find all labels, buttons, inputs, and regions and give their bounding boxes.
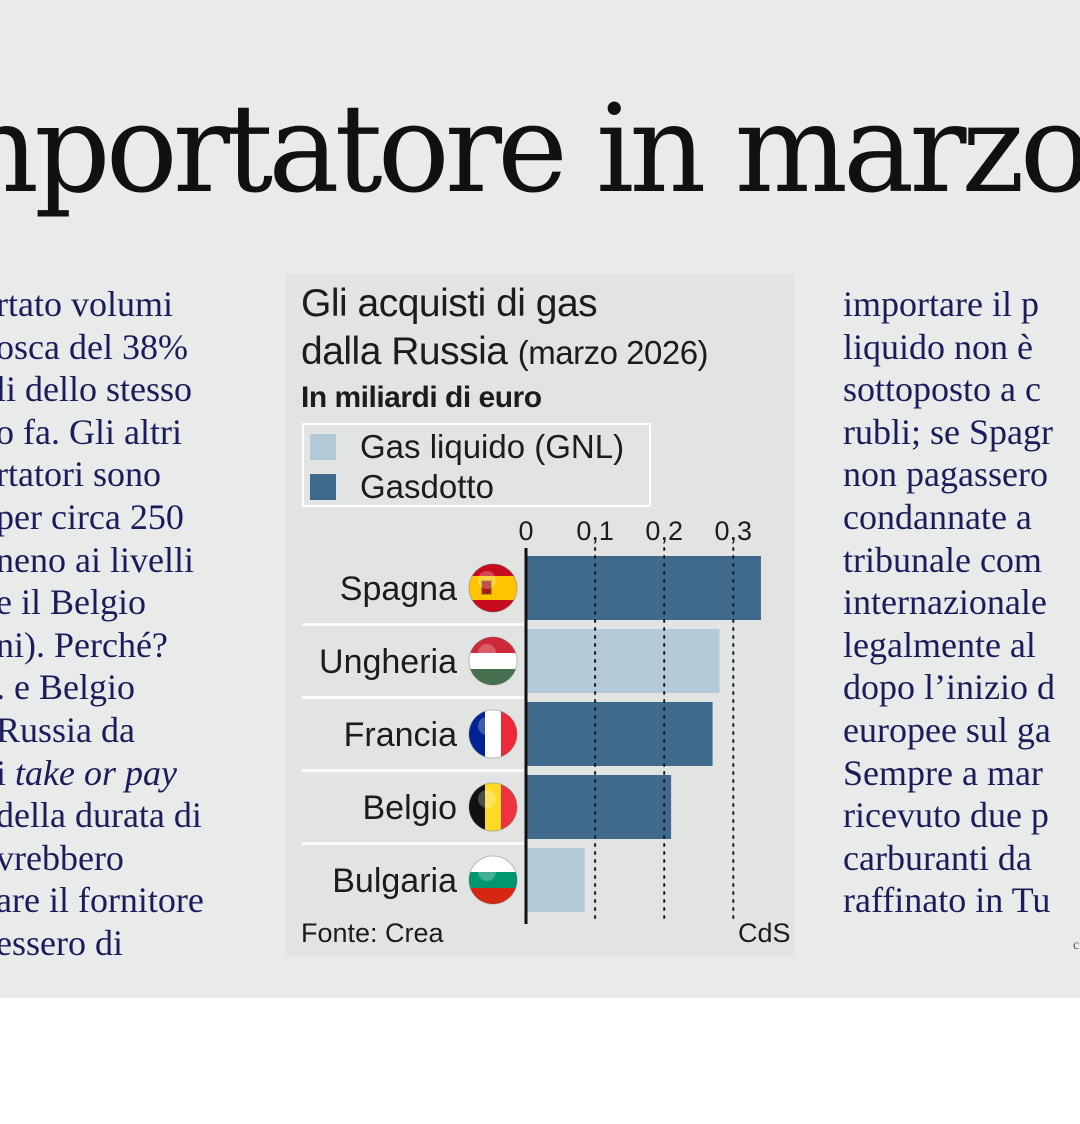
flag-outline bbox=[468, 709, 518, 759]
article-line: . e Belgio bbox=[0, 667, 135, 708]
article-line: rtato volumi bbox=[0, 284, 173, 324]
article-line: rubli; se Spagr bbox=[843, 411, 1053, 452]
chart-title-line2: dalla Russia (marzo 2026) bbox=[301, 328, 709, 377]
article-line: sottoposto a c bbox=[843, 369, 1041, 410]
flag-outline bbox=[468, 782, 518, 832]
flag-outline bbox=[468, 563, 518, 613]
x-tick-label: 0,1 bbox=[576, 516, 614, 546]
article-line: europee sul ga bbox=[843, 709, 1051, 750]
article-line: Russia da bbox=[0, 709, 135, 750]
legend-label-pipeline: Gasdotto bbox=[360, 468, 494, 505]
italic-phrase: take or pay bbox=[15, 752, 177, 793]
country-label: Ungheria bbox=[319, 643, 457, 681]
hungary-flag-icon bbox=[469, 637, 517, 685]
legend-swatch-gnl bbox=[310, 434, 336, 460]
newspaper-page: nportatore in marzo rtato volumi osca del… bbox=[0, 0, 1080, 998]
x-tick-label: 0,3 bbox=[715, 516, 753, 546]
belgium-flag-icon bbox=[469, 783, 517, 831]
headline: nportatore in marzo bbox=[0, 78, 1080, 220]
country-label: Spagna bbox=[340, 570, 457, 608]
bar-spagna bbox=[526, 556, 761, 620]
article-line: o fa. Gli altri bbox=[0, 411, 182, 452]
article-line: ni). Perché? bbox=[0, 624, 168, 665]
flag-gloss bbox=[478, 863, 496, 881]
chart-title: Gli acquisti di gas dalla Russia (marzo … bbox=[301, 280, 709, 377]
legend-label-gnl: Gas liquido (GNL) bbox=[360, 428, 625, 465]
article-line: della durata di bbox=[0, 795, 202, 836]
article-line: dopo l’inizio d bbox=[843, 667, 1055, 708]
country-label: Francia bbox=[344, 716, 457, 754]
left-article-column: rtato volumi osca del 38% li dello stesso o… bbox=[0, 283, 204, 965]
article-line: neno ai livelli bbox=[0, 539, 194, 580]
legend-item-pipeline: Gasdotto bbox=[310, 468, 494, 505]
country-label: Belgio bbox=[362, 789, 457, 827]
article-line: tribunale com bbox=[843, 539, 1042, 580]
france-flag-icon bbox=[469, 710, 517, 758]
article-line: are il fornitore bbox=[0, 880, 204, 921]
article-line: non pagassero bbox=[843, 454, 1048, 495]
flag-gloss bbox=[478, 644, 496, 662]
chart-source: Fonte: Crea bbox=[301, 918, 444, 948]
chart-credit: CdS bbox=[738, 918, 791, 948]
bulgaria-flag-icon bbox=[469, 856, 517, 904]
article-line: vrebbero bbox=[0, 837, 124, 878]
bar-belgio bbox=[526, 775, 672, 839]
article-line: internazionale bbox=[843, 582, 1047, 623]
article-line: Sempre a mar bbox=[843, 752, 1043, 793]
article-line: rtatori sono bbox=[0, 454, 161, 495]
article-line: i take or pay bbox=[0, 752, 177, 793]
article-line: importare il p bbox=[843, 284, 1039, 324]
flag-gloss bbox=[478, 717, 496, 735]
article-line: osca del 38% bbox=[0, 326, 188, 367]
article-line: li dello stesso bbox=[0, 369, 192, 410]
article-line: liquido non è bbox=[843, 326, 1033, 367]
right-article-column: importare il p liquido non è sottoposto a … bbox=[843, 283, 1055, 922]
bar-ungheria bbox=[526, 629, 720, 693]
bar-francia bbox=[526, 702, 713, 766]
chart-legend: Gas liquido (GNL) Gasdotto bbox=[302, 423, 651, 507]
article-line: raffinato in Tu bbox=[843, 880, 1051, 921]
legend-swatch-pipeline bbox=[310, 474, 336, 500]
bar-chart: 0 0,1 0,2 0,3 Spagna Ungheria Francia Belgio Bul… bbox=[302, 516, 761, 925]
article-line: e il Belgio bbox=[0, 582, 146, 623]
chart-title-country: dalla Russia bbox=[301, 330, 508, 373]
article-line: per circa 250 bbox=[0, 496, 184, 537]
article-line: condannate a bbox=[843, 496, 1032, 537]
flag-outline bbox=[468, 636, 518, 686]
article-line: ricevuto due p bbox=[843, 795, 1049, 836]
legend-item-gnl: Gas liquido (GNL) bbox=[310, 428, 625, 465]
country-label: Bulgaria bbox=[332, 862, 457, 900]
flag-gloss bbox=[478, 571, 496, 589]
article-line: carburanti da bbox=[843, 837, 1032, 878]
bar-bulgaria bbox=[526, 848, 585, 912]
flag-gloss bbox=[478, 790, 496, 808]
chart-title-date: (marzo 2026) bbox=[517, 334, 709, 371]
corner-mark: c bbox=[1073, 938, 1080, 953]
chart-unit-label: In miliardi di euro bbox=[301, 381, 542, 414]
x-tick-label: 0 bbox=[518, 516, 533, 546]
x-tick-label: 0,2 bbox=[645, 516, 683, 546]
flag-outline bbox=[468, 855, 518, 905]
article-line: legalmente al bbox=[843, 624, 1036, 665]
article-line: essero di bbox=[0, 922, 123, 963]
chart-title-line1: Gli acquisti di gas bbox=[301, 282, 598, 325]
